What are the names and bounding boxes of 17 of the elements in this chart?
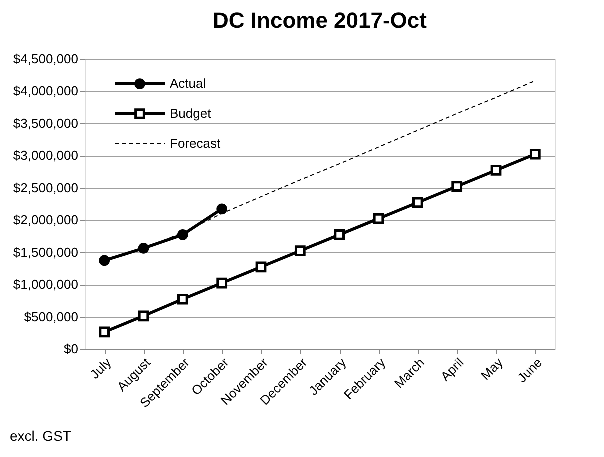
x-tick-label: May — [478, 354, 506, 384]
y-tick-label: $3,000,000 — [13, 148, 78, 164]
y-tick-label: $2,500,000 — [13, 180, 78, 196]
legend-label: Forecast — [170, 136, 221, 151]
y-tick-label: $1,000,000 — [13, 277, 78, 292]
legend-label: Actual — [170, 76, 206, 91]
legend-label: Budget — [170, 106, 212, 121]
y-tick-label: $500,000 — [24, 309, 78, 324]
y-tick-label: $4,000,000 — [13, 84, 78, 99]
y-tick-label: $2,000,000 — [13, 212, 78, 228]
y-tick-label: $0 — [64, 342, 78, 356]
y-tick-label: $1,500,000 — [13, 244, 78, 260]
y-tick-label: $4,500,000 — [13, 52, 78, 66]
chart-title: DC Income 2017-Oct — [213, 8, 428, 33]
x-tick-label: July — [87, 354, 115, 382]
y-tick-label: $3,500,000 — [13, 116, 78, 131]
text: excl. GST — [10, 428, 72, 444]
